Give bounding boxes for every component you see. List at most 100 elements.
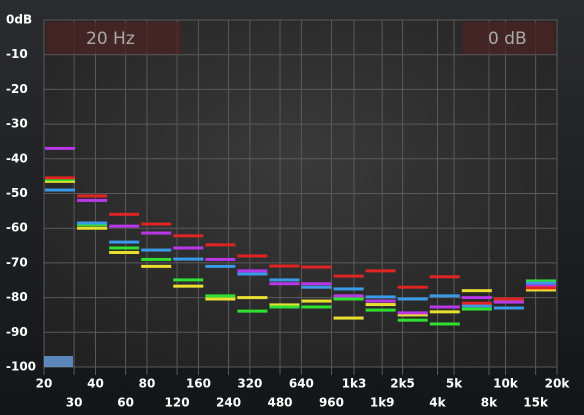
band-level <box>77 221 108 225</box>
band-level <box>525 284 556 288</box>
band-level <box>269 278 300 282</box>
band-level <box>493 297 524 301</box>
x-tick-label: 2k5 <box>390 377 415 391</box>
y-tick-label: -70 <box>6 255 28 269</box>
y-tick-label: -40 <box>6 151 28 165</box>
x-tick-label: 80 <box>139 377 156 391</box>
band-level <box>237 254 268 258</box>
x-tick-label: 320 <box>237 377 262 391</box>
band-level <box>333 274 364 278</box>
band-level <box>141 257 172 261</box>
band-level <box>205 264 236 268</box>
band-level <box>301 265 332 269</box>
band-level <box>365 303 396 307</box>
band-level <box>525 288 556 292</box>
band-level <box>397 313 428 317</box>
band-level <box>365 295 396 299</box>
band-level <box>77 194 108 198</box>
band-level <box>269 282 300 286</box>
y-tick-label: -10 <box>6 47 28 61</box>
band-level <box>205 294 236 298</box>
band-level <box>109 212 140 216</box>
x-tick-label: 5k <box>446 377 463 391</box>
x-tick-label: 40 <box>87 377 104 391</box>
band-level <box>141 231 172 235</box>
band-level <box>333 316 364 320</box>
band-level <box>397 297 428 301</box>
band-level <box>77 226 108 230</box>
x-tick-label: 60 <box>117 396 134 410</box>
band-level <box>205 257 236 261</box>
band-level <box>333 287 364 291</box>
x-tick-label: 8k <box>481 396 498 410</box>
band-level <box>429 322 460 326</box>
band-level <box>173 278 204 282</box>
y-tick-label: -80 <box>6 290 28 304</box>
band-level <box>301 305 332 309</box>
band-level <box>429 294 460 298</box>
band-level <box>525 279 556 283</box>
band-level <box>461 307 492 311</box>
band-level <box>109 224 140 228</box>
band-level <box>173 246 204 250</box>
band-level <box>77 198 108 202</box>
band-level <box>173 284 204 288</box>
y-tick-label: 0dB <box>6 13 32 27</box>
x-tick-label: 640 <box>289 377 314 391</box>
x-tick-label: 20 <box>36 377 53 391</box>
band-level <box>461 304 492 308</box>
x-tick-label: 30 <box>66 396 83 410</box>
band-level <box>397 311 428 315</box>
band-level <box>77 223 108 227</box>
band-level <box>397 285 428 289</box>
x-tick-label: 240 <box>216 396 241 410</box>
band-level <box>269 264 300 268</box>
band-level <box>429 305 460 309</box>
band-level <box>397 318 428 322</box>
y-tick-label: -90 <box>6 325 28 339</box>
band-level <box>269 303 300 307</box>
x-tick-label: 1k3 <box>342 377 367 391</box>
x-tick-label: 10k <box>493 377 519 391</box>
y-tick-label: -60 <box>6 221 28 235</box>
band-level <box>493 306 524 310</box>
band-level <box>109 250 140 254</box>
band-level <box>45 176 76 180</box>
band-level <box>493 300 524 304</box>
band-level <box>301 282 332 286</box>
x-tick-label: 480 <box>267 396 292 410</box>
x-tick-label: 4k <box>429 396 446 410</box>
y-tick-label: -50 <box>6 186 28 200</box>
x-tick-label: 15k <box>523 396 549 410</box>
band-level <box>429 310 460 314</box>
band-level <box>237 296 268 300</box>
band-level <box>269 305 300 309</box>
band-level <box>333 294 364 298</box>
band-level <box>45 179 76 183</box>
band-level <box>429 275 460 279</box>
band-level <box>173 234 204 238</box>
x-tick-label: 120 <box>165 396 190 410</box>
marks <box>45 146 556 326</box>
band-level <box>45 146 76 150</box>
corner-patch <box>44 356 73 367</box>
band-level <box>461 289 492 293</box>
band-level <box>237 272 268 276</box>
band-level <box>365 308 396 312</box>
band-level <box>237 269 268 273</box>
band-level <box>461 296 492 300</box>
band-level <box>45 188 76 192</box>
band-level <box>141 264 172 268</box>
x-tick-label: 1k9 <box>370 396 395 410</box>
band-level <box>205 297 236 301</box>
freq-readout: 20 Hz <box>86 29 135 49</box>
band-level <box>301 285 332 289</box>
level-readout: 0 dB <box>488 29 527 49</box>
y-tick-label: -20 <box>6 82 28 96</box>
band-level <box>141 222 172 226</box>
x-tick-label: 160 <box>186 377 211 391</box>
band-level <box>461 301 492 305</box>
band-level <box>173 257 204 261</box>
